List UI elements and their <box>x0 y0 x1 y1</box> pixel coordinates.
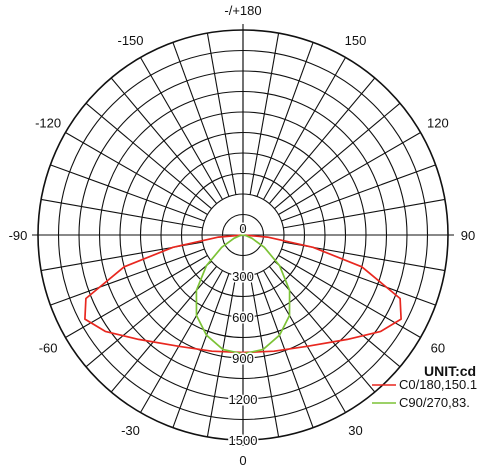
grid-spoke <box>206 275 237 437</box>
radial-tick-labels: 0 300 600 900 1200 1500 <box>227 220 259 450</box>
angle-tick-label: 60 <box>431 341 445 356</box>
grid-spoke <box>249 275 280 437</box>
angle-tick-labels: 0 30 60 90 120 150 -/+180 -150 -120 -90 -60 -30 <box>9 3 476 465</box>
grid-spoke <box>263 270 346 413</box>
polar-grid <box>32 24 454 446</box>
series-layer <box>84 234 402 355</box>
grid-spoke <box>206 33 237 195</box>
unit-label: UNIT:cd <box>424 363 476 379</box>
angle-tick-label: -60 <box>39 341 58 356</box>
radial-tick-label: 0 <box>239 221 246 236</box>
grid-spoke <box>140 57 223 200</box>
grid-spoke <box>278 255 421 338</box>
grid-spoke <box>281 164 436 222</box>
grid-spoke <box>85 102 212 210</box>
grid-spoke <box>172 273 230 428</box>
grid-spoke <box>263 57 346 200</box>
angle-tick-label: -150 <box>117 33 143 48</box>
angle-tick-label: 150 <box>345 33 367 48</box>
radial-tick-label: 1200 <box>229 392 258 407</box>
grid-spoke <box>268 266 376 393</box>
legend-label: C90/270,83. <box>399 395 470 410</box>
grid-spoke <box>274 260 401 368</box>
radial-tick-label: 300 <box>232 269 254 284</box>
grid-spoke <box>50 248 205 306</box>
grid-spoke <box>50 164 205 222</box>
radial-tick-label: 1500 <box>229 433 258 448</box>
grid-spoke <box>268 77 376 204</box>
grid-spoke <box>283 198 445 229</box>
angle-tick-label: 90 <box>461 228 475 243</box>
angle-tick-label: -120 <box>35 116 61 131</box>
legend: UNIT:cd C0/180,150.1 C90/270,83. <box>372 363 477 410</box>
radial-tick-label: 600 <box>232 310 254 325</box>
grid-spoke <box>140 270 223 413</box>
grid-spoke <box>281 248 436 306</box>
grid-spoke <box>65 132 208 215</box>
radial-tick-label: 900 <box>232 351 254 366</box>
grid-spoke <box>256 42 314 197</box>
grid-spoke <box>249 33 280 195</box>
angle-tick-label: -30 <box>121 423 140 438</box>
grid-spoke <box>85 260 212 368</box>
grid-spoke <box>256 273 314 428</box>
grid-spoke <box>110 77 218 204</box>
angle-tick-label: -90 <box>9 228 28 243</box>
angle-tick-label: -/+180 <box>224 3 261 18</box>
legend-label: C0/180,150.1 <box>399 377 477 392</box>
grid-spoke <box>278 132 421 215</box>
angle-tick-label: 30 <box>348 423 362 438</box>
series-line-c90-270 <box>195 234 291 355</box>
grid-spoke <box>172 42 230 197</box>
grid-spoke <box>110 266 218 393</box>
grid-spoke <box>65 255 208 338</box>
grid-spoke <box>274 102 401 210</box>
angle-tick-label: 120 <box>427 116 449 131</box>
grid-spoke <box>41 198 203 229</box>
angle-tick-label: 0 <box>239 453 246 465</box>
